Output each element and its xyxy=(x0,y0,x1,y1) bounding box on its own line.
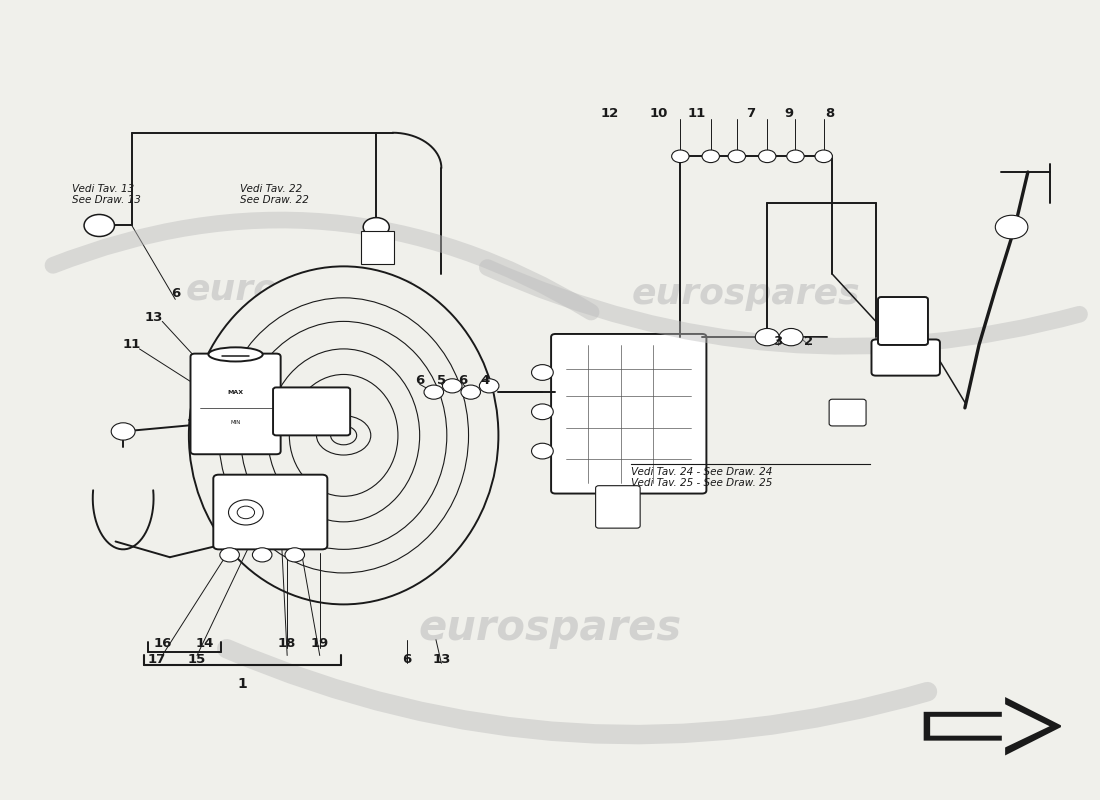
Text: 13: 13 xyxy=(144,311,163,324)
Text: MIN: MIN xyxy=(230,419,241,425)
Text: 9: 9 xyxy=(784,106,793,119)
Circle shape xyxy=(759,150,775,162)
Circle shape xyxy=(531,443,553,459)
Text: 6: 6 xyxy=(459,374,468,387)
Text: 5: 5 xyxy=(437,374,446,387)
Text: 7: 7 xyxy=(747,106,756,119)
Text: 10: 10 xyxy=(649,106,668,119)
Circle shape xyxy=(728,150,746,162)
Text: 14: 14 xyxy=(196,637,213,650)
FancyBboxPatch shape xyxy=(213,474,328,550)
Circle shape xyxy=(480,378,499,393)
FancyBboxPatch shape xyxy=(878,297,928,345)
Circle shape xyxy=(815,150,833,162)
Text: 6: 6 xyxy=(402,653,411,666)
Text: Vedi Tav. 13
See Draw. 13: Vedi Tav. 13 See Draw. 13 xyxy=(73,184,141,206)
Circle shape xyxy=(461,385,481,399)
Circle shape xyxy=(84,214,114,237)
Text: 18: 18 xyxy=(278,637,296,650)
Circle shape xyxy=(442,378,462,393)
Circle shape xyxy=(531,404,553,420)
Circle shape xyxy=(238,506,254,518)
Text: 4: 4 xyxy=(481,374,490,387)
Text: eurospares: eurospares xyxy=(631,277,860,311)
Text: MAX: MAX xyxy=(228,390,243,394)
Text: 15: 15 xyxy=(188,653,206,666)
FancyBboxPatch shape xyxy=(829,399,866,426)
Polygon shape xyxy=(925,698,1060,754)
Text: 16: 16 xyxy=(153,637,172,650)
FancyBboxPatch shape xyxy=(273,387,350,435)
FancyBboxPatch shape xyxy=(361,231,394,264)
Text: Vedi Tav. 22
See Draw. 22: Vedi Tav. 22 See Draw. 22 xyxy=(241,184,309,206)
Circle shape xyxy=(531,365,553,380)
Text: 8: 8 xyxy=(826,106,835,119)
Text: Vedi Tav. 24 - See Draw. 24
Vedi Tav. 25 - See Draw. 25: Vedi Tav. 24 - See Draw. 24 Vedi Tav. 25… xyxy=(631,467,773,489)
Text: eurospares: eurospares xyxy=(418,607,682,649)
FancyBboxPatch shape xyxy=(871,339,939,376)
FancyBboxPatch shape xyxy=(190,354,280,454)
Text: eurospares: eurospares xyxy=(186,273,415,307)
Text: 6: 6 xyxy=(170,287,180,300)
Text: 19: 19 xyxy=(310,637,329,650)
Circle shape xyxy=(331,426,356,445)
Circle shape xyxy=(786,150,804,162)
Text: 11: 11 xyxy=(123,338,141,351)
Text: 11: 11 xyxy=(688,106,706,119)
Circle shape xyxy=(424,385,443,399)
Circle shape xyxy=(317,416,371,455)
Circle shape xyxy=(252,548,272,562)
Polygon shape xyxy=(931,702,1049,749)
Ellipse shape xyxy=(208,347,263,362)
Text: 17: 17 xyxy=(147,653,166,666)
Circle shape xyxy=(229,500,263,525)
Circle shape xyxy=(996,215,1027,239)
Circle shape xyxy=(702,150,719,162)
Circle shape xyxy=(220,548,240,562)
Text: 12: 12 xyxy=(601,106,619,119)
Text: 1: 1 xyxy=(238,677,248,690)
Text: 2: 2 xyxy=(804,334,813,347)
Text: 6: 6 xyxy=(415,374,425,387)
Text: 3: 3 xyxy=(773,334,783,347)
Text: 13: 13 xyxy=(432,653,451,666)
Circle shape xyxy=(111,422,135,440)
Ellipse shape xyxy=(189,266,498,604)
Circle shape xyxy=(672,150,689,162)
Circle shape xyxy=(363,218,389,237)
FancyBboxPatch shape xyxy=(595,486,640,528)
Circle shape xyxy=(779,329,803,346)
Circle shape xyxy=(756,329,779,346)
FancyBboxPatch shape xyxy=(551,334,706,494)
Circle shape xyxy=(285,548,305,562)
